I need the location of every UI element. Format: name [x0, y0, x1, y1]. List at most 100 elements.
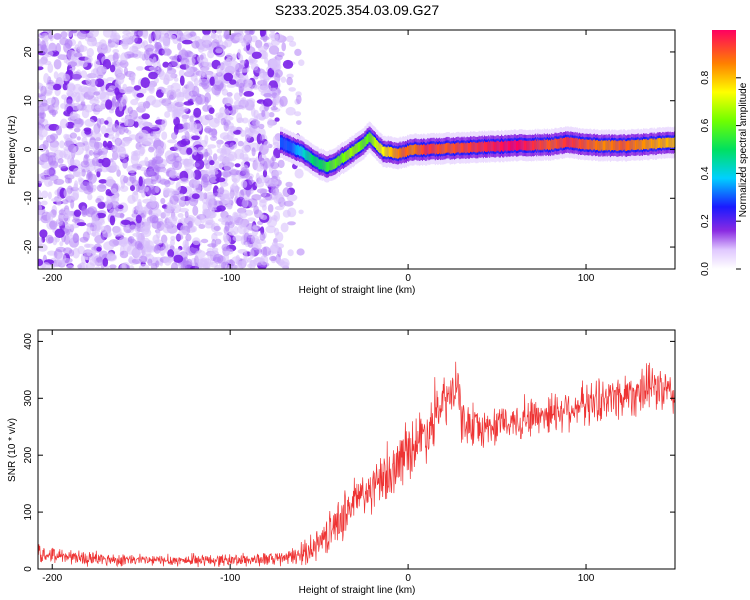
noise-speck [175, 234, 184, 241]
noise-speck [298, 209, 304, 215]
noise-speck [140, 206, 149, 214]
noise-speck [118, 125, 126, 135]
noise-speck [177, 42, 182, 51]
ridge-cell [373, 137, 376, 147]
noise-speck [121, 262, 130, 269]
ridge-cell [585, 139, 587, 150]
noise-speck [219, 153, 225, 162]
ridge-cell [560, 137, 562, 148]
noise-speck [199, 54, 204, 60]
noise-speck [230, 104, 239, 110]
ridge-cell [288, 141, 290, 152]
noise-speck [263, 93, 273, 98]
ridge-cell [616, 141, 618, 151]
y-tick-label: -20 [23, 239, 34, 254]
noise-speck [84, 55, 93, 64]
noise-speck [139, 255, 148, 263]
ridge-cell [331, 160, 333, 171]
ridge-cell [404, 146, 407, 157]
noise-speck [151, 99, 162, 108]
noise-speck [111, 96, 117, 106]
noise-speck [39, 229, 48, 239]
ridge-cell [325, 162, 328, 172]
ridge-cell [294, 144, 297, 155]
noise-speck [224, 96, 234, 107]
noise-speck [113, 32, 121, 43]
ridge-cell [670, 138, 672, 148]
snr-y-axis-label: SNR (10 * v/v) [7, 418, 18, 482]
ridge-cell [529, 140, 531, 151]
noise-speck [157, 30, 162, 36]
ridge-cell [308, 152, 310, 162]
noise-speck [262, 204, 267, 211]
noise-speck [252, 224, 261, 230]
ridge-cell [301, 146, 303, 157]
ridge-cell [382, 146, 384, 157]
ridge-cell [387, 146, 389, 157]
noise-speck [65, 223, 73, 230]
ridge-cell [280, 137, 282, 148]
ridge-cell [628, 140, 630, 151]
ridge-cell [332, 159, 334, 170]
noise-speck [94, 105, 103, 111]
noise-speck [226, 83, 237, 88]
noise-speck [177, 213, 184, 218]
noise-speck [46, 211, 54, 223]
ridge-cell [640, 139, 642, 150]
ridge-cell [341, 152, 344, 163]
noise-speck [47, 155, 54, 165]
noise-speck [234, 163, 241, 168]
ridge-cell [571, 137, 573, 148]
noise-speck [63, 188, 71, 199]
noise-speck [110, 182, 121, 194]
ridge-cell [443, 143, 445, 154]
ridge-cell [507, 140, 509, 151]
noise-speck [209, 261, 218, 268]
noise-speck [98, 179, 108, 184]
noise-speck [53, 59, 62, 70]
noise-speck [265, 225, 277, 234]
noise-speck [237, 140, 244, 147]
noise-speck [72, 233, 80, 243]
ridge-cell [313, 155, 315, 166]
noise-speck [234, 34, 244, 42]
ridge-cell [589, 139, 591, 149]
noise-speck [38, 37, 41, 47]
noise-speck [275, 170, 283, 176]
ridge-cell [348, 149, 350, 160]
ridge-cell [305, 150, 307, 160]
ridge-cell [329, 160, 331, 171]
noise-speck [112, 49, 119, 54]
ridge-cell [622, 140, 624, 150]
ridge-cell [298, 145, 300, 155]
ridge-cell [526, 140, 528, 151]
ridge-cell [306, 150, 308, 161]
snr-axes: -200 -100 0 100 0 100 200 300 400 [23, 330, 675, 584]
noise-speck [228, 204, 233, 210]
x-tick-label: -100 [220, 573, 240, 584]
noise-speck [53, 71, 59, 79]
noise-speck [236, 112, 243, 124]
noise-speck [63, 56, 68, 64]
noise-speck [112, 145, 121, 154]
noise-speck [259, 232, 266, 241]
ridge-cell [383, 146, 385, 157]
ridge-cell [428, 144, 430, 155]
noise-speck [93, 91, 101, 96]
ridge-cell [388, 147, 391, 157]
ridge-cell [567, 137, 569, 147]
ridge-cell [364, 137, 366, 147]
noise-speck [88, 79, 98, 87]
noise-speck [183, 108, 188, 113]
ridge-cell [345, 151, 347, 162]
ridge-cell [531, 140, 534, 151]
noise-speck [128, 265, 135, 269]
ridge-cell [371, 135, 373, 146]
noise-speck [212, 253, 224, 264]
ridge-cell [497, 141, 499, 151]
noise-speck [140, 77, 151, 89]
noise-speck [289, 40, 297, 47]
ridge-cell [508, 140, 510, 151]
noise-speck [186, 147, 193, 155]
noise-speck [169, 245, 175, 251]
